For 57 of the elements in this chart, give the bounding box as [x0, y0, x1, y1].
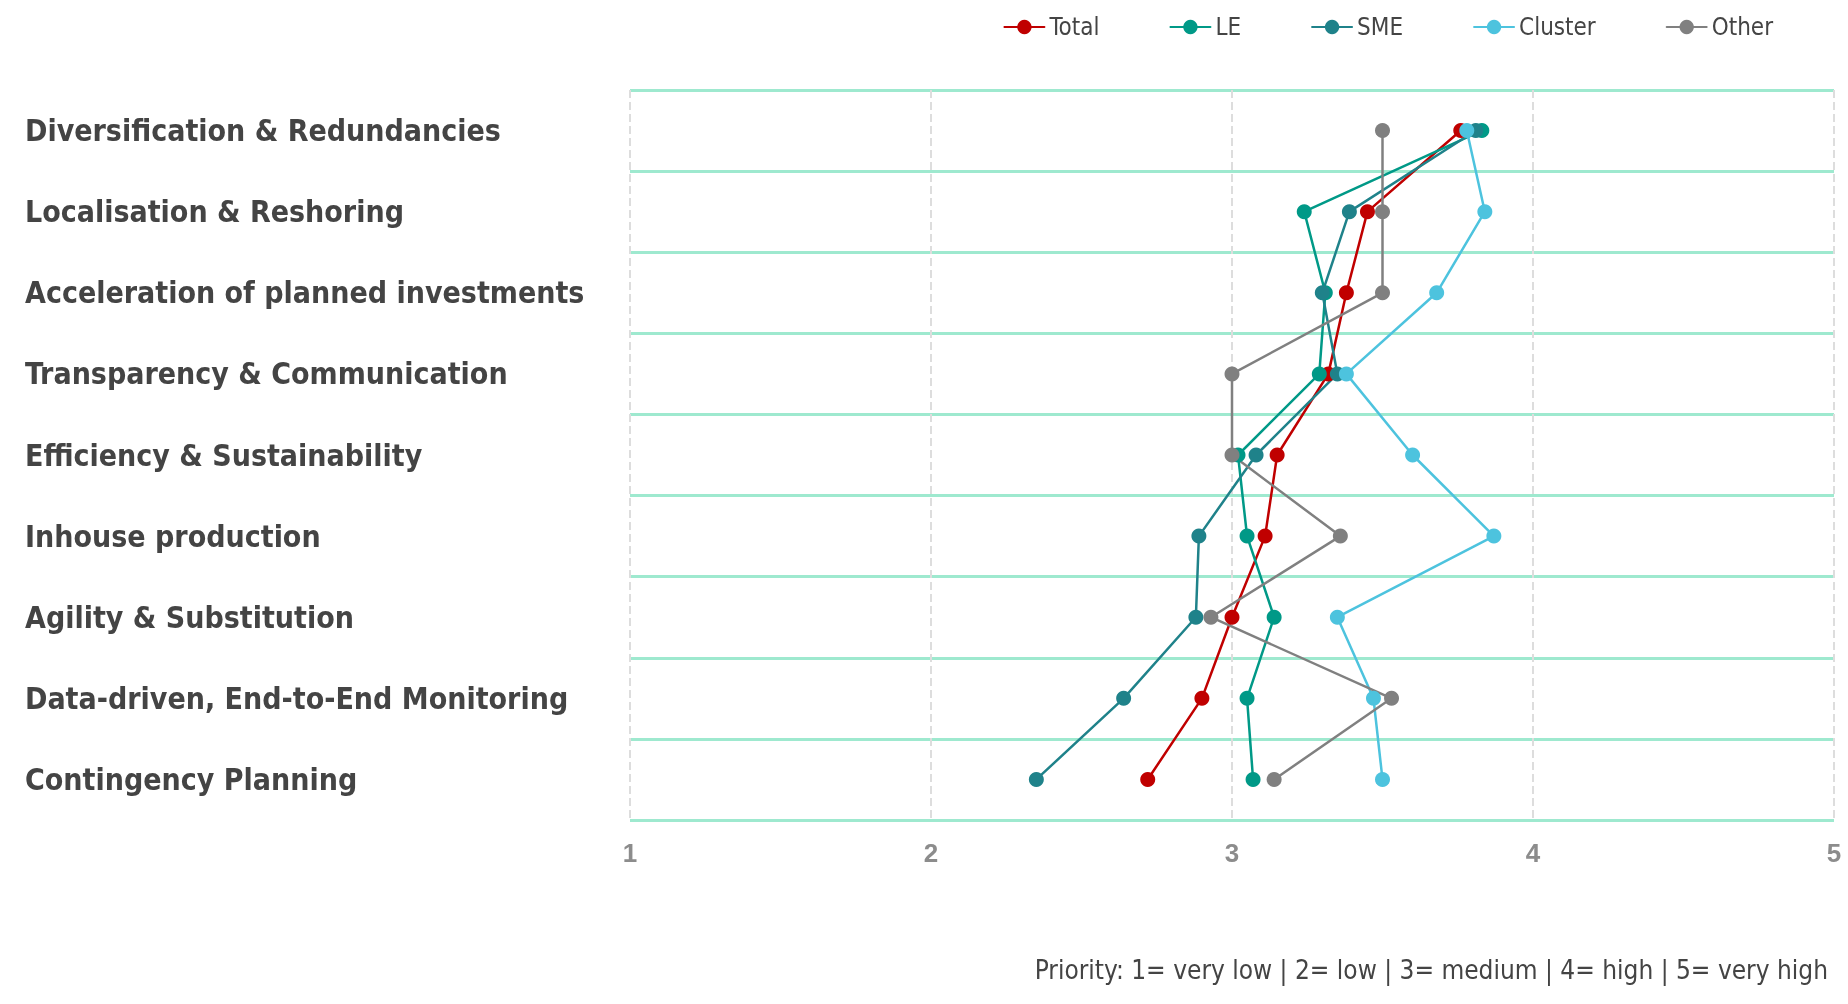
legend-label: Cluster — [1519, 13, 1596, 41]
y-tick-label: Agility & Substitution — [25, 599, 354, 635]
y-tick-label: Diversification & Redundancies — [25, 113, 501, 149]
point — [1384, 690, 1400, 706]
point — [1239, 690, 1255, 706]
y-tick-label: Localisation & Reshoring — [25, 194, 404, 230]
legend-label: Other — [1711, 13, 1774, 41]
point — [1375, 771, 1390, 787]
point — [1338, 285, 1354, 301]
point — [1365, 690, 1381, 706]
point — [1332, 528, 1348, 544]
y-tick-label: Inhouse production — [25, 518, 321, 554]
point — [1329, 609, 1345, 625]
y-tick-label: Transparency & Communication — [25, 356, 508, 392]
point — [1477, 204, 1493, 220]
point — [1245, 771, 1261, 787]
point — [1311, 366, 1327, 382]
point — [1375, 123, 1390, 139]
x-tick-label: 3 — [1224, 838, 1240, 868]
point — [1338, 366, 1354, 382]
point — [1375, 204, 1390, 220]
x-tick-label: 1 — [622, 838, 638, 868]
point — [1224, 609, 1240, 625]
point — [1224, 447, 1240, 463]
y-tick-label: Data-driven, End-to-End Monitoring — [25, 680, 569, 716]
point — [1194, 690, 1210, 706]
legend-label: Total — [1048, 13, 1100, 41]
point — [1191, 528, 1207, 544]
point — [1116, 690, 1132, 706]
point — [1266, 609, 1282, 625]
point — [1375, 285, 1390, 301]
point — [1239, 528, 1255, 544]
x-tick-label: 5 — [1826, 838, 1842, 868]
legend-label: SME — [1357, 13, 1404, 41]
x-tick-label: 4 — [1525, 838, 1541, 868]
point — [1257, 528, 1273, 544]
y-tick-label: Contingency Planning — [25, 761, 358, 797]
point — [1359, 204, 1375, 220]
text: Priority: 1= very low | 2= low | 3= medium | 4= high | 5= very high — [1034, 955, 1828, 985]
point — [1224, 366, 1240, 382]
point — [1028, 771, 1044, 787]
point — [1203, 609, 1219, 625]
legend-label: LE — [1215, 13, 1242, 41]
point — [1269, 447, 1285, 463]
point — [1188, 609, 1204, 625]
point — [1296, 204, 1312, 220]
point — [1140, 771, 1156, 787]
x-tick-label: 2 — [923, 838, 939, 868]
point — [1341, 204, 1357, 220]
point — [1405, 447, 1421, 463]
y-tick-label: Acceleration of planned investments — [25, 275, 585, 311]
y-tick-label: Efficiency & Sustainability — [25, 437, 423, 473]
point — [1429, 285, 1445, 301]
point — [1486, 528, 1502, 544]
point — [1248, 447, 1264, 463]
point — [1266, 771, 1282, 787]
point — [1459, 123, 1475, 139]
